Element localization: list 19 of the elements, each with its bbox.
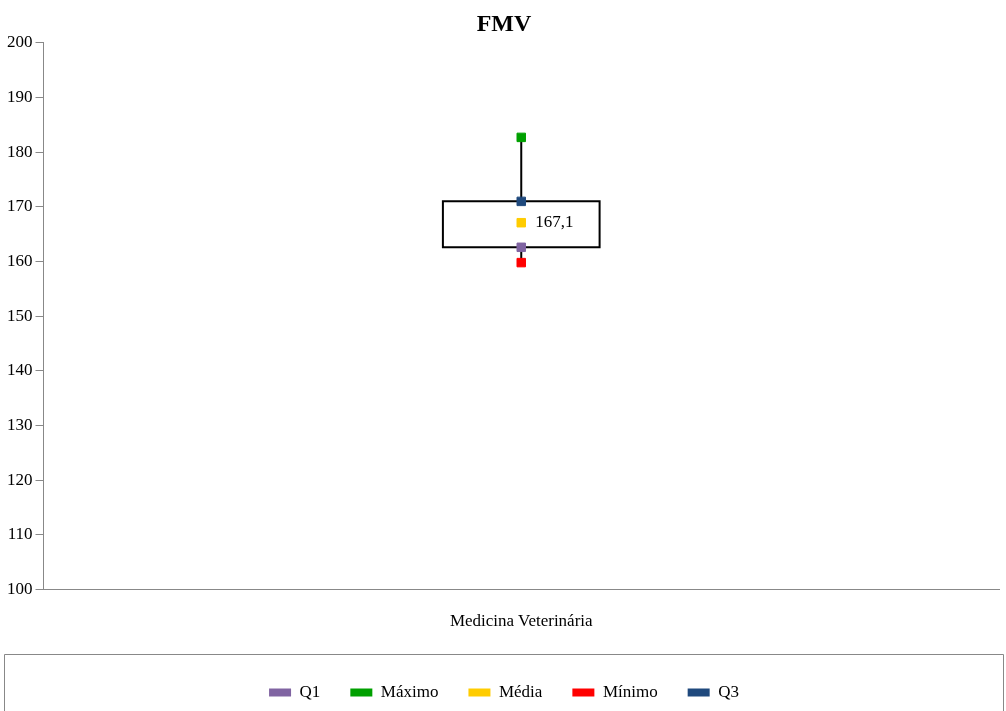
y-tick-label: 140 [7, 360, 33, 380]
legend-label: Mínimo [602, 681, 658, 701]
y-tick-label: 110 [7, 524, 33, 544]
legend-label: Q3 [718, 681, 739, 701]
y-tick-label: 200 [7, 32, 33, 52]
y-tick-label: 170 [7, 196, 33, 216]
legend-label: Média [498, 681, 543, 701]
legend-label: Q1 [299, 681, 321, 701]
y-tick-label: 180 [7, 141, 33, 161]
legend-label: Máximo [380, 681, 439, 701]
y-tick-label: 150 [7, 305, 33, 325]
y-tick-label: 130 [7, 415, 33, 435]
y-tick-label: 190 [7, 86, 33, 106]
y-tick-label: 100 [7, 579, 33, 599]
chart-title: FMV [476, 9, 532, 36]
data-label: 167,1 [535, 212, 574, 232]
x-tick-label: Medicina Veterinária [449, 611, 594, 631]
y-tick-label: 160 [7, 250, 33, 270]
y-tick-label: 120 [7, 469, 33, 489]
